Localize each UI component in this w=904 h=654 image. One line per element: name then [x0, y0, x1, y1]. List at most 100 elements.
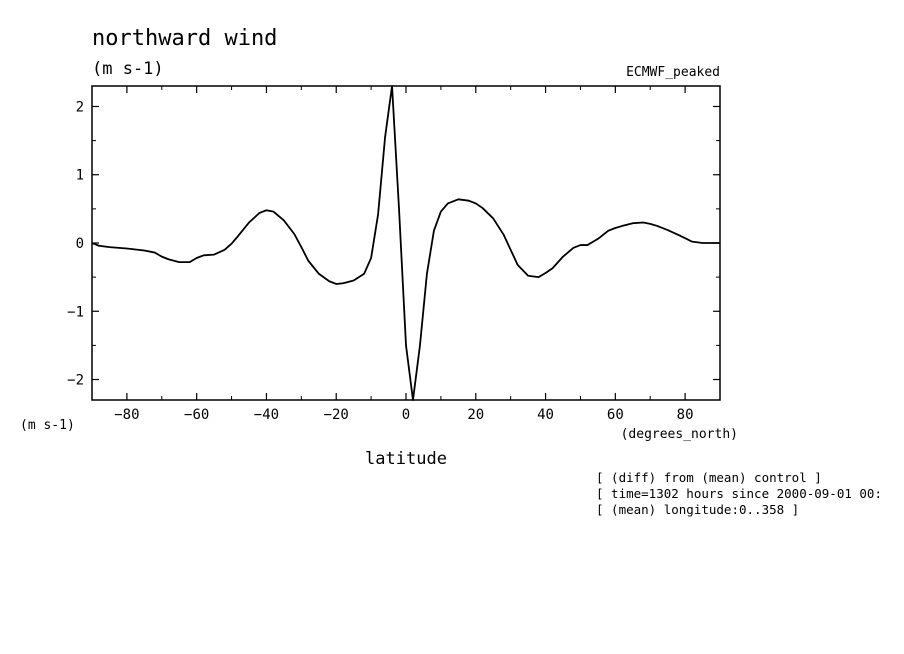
data-point: [551, 267, 554, 269]
data-point: [691, 241, 693, 243]
series-line: [91, 85, 720, 401]
data-point: [412, 399, 414, 401]
data-point: [597, 238, 599, 240]
y-tick-label: 0: [76, 236, 84, 252]
data-point: [363, 273, 365, 275]
data-point: [426, 273, 428, 275]
data-point: [482, 207, 484, 209]
y-tick-label: −2: [67, 373, 84, 389]
x-tick-label: −60: [184, 407, 209, 423]
annotation-line-1: [ (diff) from (mean) control ]: [596, 470, 822, 485]
data-point: [510, 249, 512, 251]
data-point: [562, 256, 564, 258]
x-tick-label: 0: [402, 407, 410, 423]
x-axis-units-label: (degrees_north): [621, 427, 738, 442]
data-point: [642, 221, 644, 224]
data-point: [440, 211, 442, 213]
data-point: [537, 276, 540, 278]
data-point: [237, 234, 240, 237]
data-point: [649, 223, 651, 225]
data-point: [667, 229, 669, 231]
data-point: [419, 344, 421, 346]
data-point: [353, 279, 355, 282]
y-tick-labels: −2 −1 0 1 2: [67, 99, 84, 388]
data-point: [579, 244, 582, 246]
plot-frame: [91, 85, 721, 401]
chart-units: (m s-1): [92, 59, 164, 79]
data-point: [307, 260, 309, 262]
data-point: [108, 246, 111, 248]
annotation-line-2: [ time=1302 hours since 2000-09-01 00:: [596, 486, 882, 501]
data-point: [168, 258, 170, 260]
y-tick-label: 1: [76, 168, 84, 184]
y-tick-label: −1: [67, 304, 84, 320]
data-point: [712, 242, 714, 244]
chart-title: northward wind: [92, 26, 277, 51]
data-point: [544, 272, 547, 274]
y-tick-label: 2: [76, 99, 84, 115]
data-point: [318, 273, 320, 275]
data-point: [213, 254, 215, 256]
x-tick-labels: −80 −60 −40 −20 0 20 40 60 80: [114, 407, 693, 423]
data-point: [391, 85, 393, 87]
data-point: [248, 221, 250, 224]
data-point: [258, 212, 261, 214]
data-point: [475, 202, 477, 205]
data-point: [433, 230, 435, 232]
x-axis-label: latitude: [365, 449, 447, 469]
data-point: [178, 261, 180, 263]
data-point: [621, 225, 623, 227]
data-point: [293, 233, 295, 235]
data-point: [677, 234, 679, 236]
data-points: [91, 85, 721, 401]
data-point: [335, 283, 337, 285]
data-point: [405, 344, 407, 346]
annotation-line-3: [ (mean) longitude:0..358 ]: [596, 502, 799, 517]
data-point: [342, 282, 344, 284]
data-point: [328, 280, 330, 282]
data-point: [586, 244, 589, 246]
axis-ticks: [91, 86, 721, 400]
data-point: [283, 219, 285, 222]
data-point: [272, 211, 275, 213]
data-point: [492, 217, 494, 220]
data-point: [300, 246, 302, 248]
data-point: [230, 243, 233, 245]
data-point: [457, 198, 459, 200]
data-point: [196, 257, 198, 259]
data-point: [447, 202, 449, 205]
x-tick-label: 40: [537, 407, 554, 423]
dataset-label: ECMWF_peaked: [626, 65, 720, 80]
x-tick-label: −80: [114, 407, 139, 423]
data-point: [143, 249, 145, 252]
data-point: [91, 242, 93, 244]
data-point: [632, 222, 634, 224]
y-axis-units-label: (m s-1): [20, 418, 75, 433]
data-point: [572, 247, 575, 249]
data-point: [384, 136, 386, 138]
data-point: [189, 261, 191, 263]
data-point: [527, 275, 529, 277]
x-tick-label: 80: [677, 407, 694, 423]
x-tick-label: −20: [324, 407, 349, 423]
data-point: [503, 234, 505, 236]
data-point: [154, 251, 156, 254]
data-point: [377, 213, 379, 215]
data-point: [614, 227, 616, 229]
data-point: [684, 237, 686, 239]
data-point: [203, 254, 205, 256]
data-point: [398, 208, 400, 210]
data-point: [161, 256, 163, 258]
data-point: [265, 209, 268, 211]
data-point: [719, 242, 721, 244]
data-point: [701, 242, 704, 244]
data-point: [517, 264, 519, 266]
data-point: [607, 230, 609, 232]
data-point: [98, 245, 100, 247]
data-point: [223, 249, 226, 251]
data-point: [370, 257, 372, 259]
data-point: [126, 247, 128, 250]
x-tick-label: 60: [607, 407, 624, 423]
